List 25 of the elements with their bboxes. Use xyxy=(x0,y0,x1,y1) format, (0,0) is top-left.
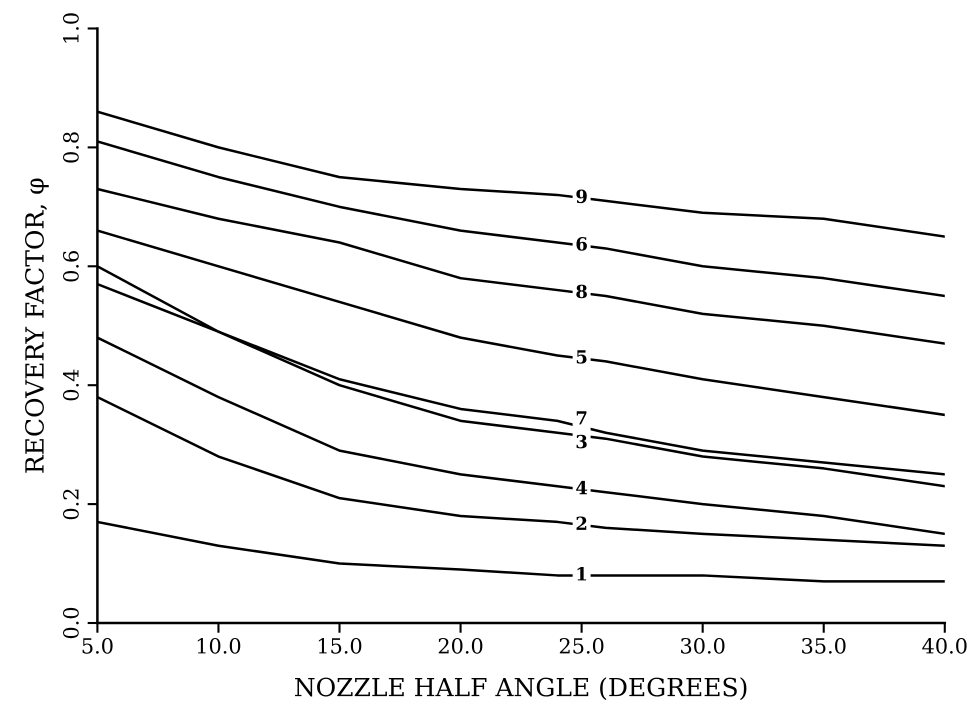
series-label: 2 xyxy=(576,516,586,530)
x-tick-label: 5.0 xyxy=(82,638,113,654)
series-label: 6 xyxy=(576,237,587,251)
series-label: 4 xyxy=(576,480,588,494)
x-tick-label: 10.0 xyxy=(198,638,240,654)
series-label: 8 xyxy=(576,284,587,298)
y-axis-title: RECOVERY FACTOR, φ xyxy=(25,178,49,473)
x-tick-label: 35.0 xyxy=(802,638,846,654)
series-label: 9 xyxy=(576,190,587,204)
y-tick-label: 0.0 xyxy=(63,608,79,638)
y-tick-label: 0.6 xyxy=(63,251,79,282)
series-label: 3 xyxy=(576,434,587,448)
x-tick-label: 15.0 xyxy=(318,638,362,654)
series-label: 5 xyxy=(576,350,587,364)
series-label: 7 xyxy=(576,411,586,424)
y-tick-label: 0.8 xyxy=(63,132,79,163)
x-tick-label: 25.0 xyxy=(560,638,604,654)
y-tick-label: 0.4 xyxy=(63,370,79,400)
y-tick-label: 0.2 xyxy=(63,490,79,520)
series-label: 1 xyxy=(578,567,586,580)
x-tick-label: 30.0 xyxy=(681,638,724,654)
x-tick-label: 40.0 xyxy=(922,638,967,654)
x-tick-label: 20.0 xyxy=(438,638,482,654)
y-tick-label: 1.0 xyxy=(63,13,79,43)
x-axis-title: NOZZLE HALF ANGLE (DEGREES) xyxy=(295,677,746,700)
